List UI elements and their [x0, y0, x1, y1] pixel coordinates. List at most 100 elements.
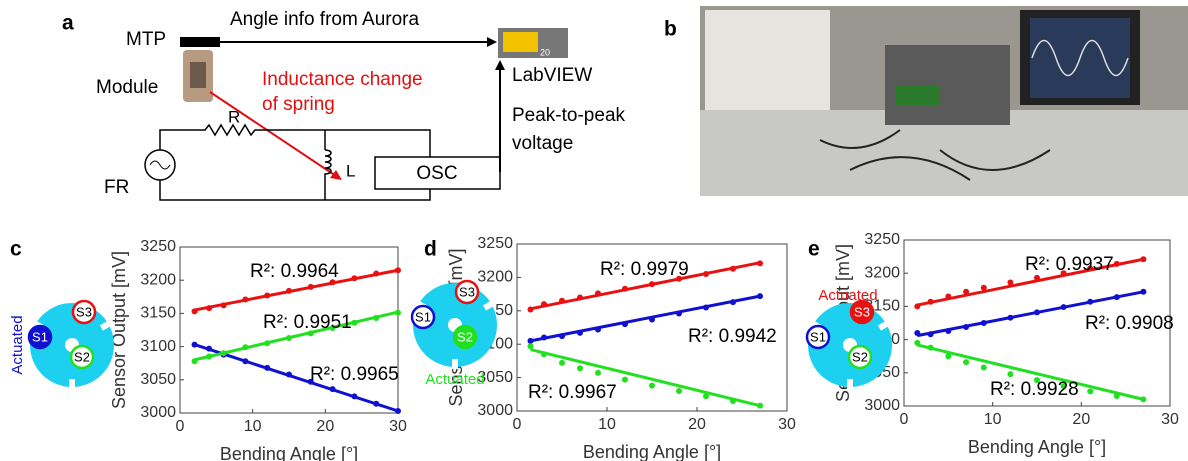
sensor: [71, 299, 97, 325]
sensor-label: S2: [457, 329, 473, 344]
plot-frame: [903, 239, 1171, 407]
sensor-label: S3: [854, 304, 870, 319]
sensor-notch: [99, 320, 112, 331]
waveform: [1031, 39, 1129, 77]
x-tick-label: 10: [598, 416, 616, 433]
x-tick-label: 0: [900, 411, 909, 428]
y-tick-label: 3000: [477, 402, 513, 419]
box: [705, 10, 830, 110]
sensor: [849, 299, 875, 325]
sensor-label: S1: [415, 309, 431, 324]
fit-line: [916, 343, 1144, 401]
y-tick-label: 3000: [864, 397, 900, 414]
inductor: [324, 149, 332, 180]
mtp-label: MTP: [126, 29, 166, 50]
x-tick-label: 20: [688, 416, 706, 433]
y-tick-label: 3250: [140, 238, 176, 255]
actuated-label: Actuated: [9, 315, 26, 374]
y-tick-label: 3200: [477, 269, 513, 286]
sensor-label: S2: [74, 349, 90, 364]
sensor-notch: [877, 320, 890, 331]
arrow: [209, 91, 337, 177]
panel-label: b: [664, 18, 677, 41]
y-tick-label: 3150: [140, 305, 176, 322]
sensor-label: S3: [76, 304, 92, 319]
sensor: [69, 344, 95, 370]
data-point: [527, 343, 534, 350]
r2-label: R²: 0.9908: [1085, 313, 1174, 334]
data-point: [1087, 388, 1094, 395]
plot-frame: [179, 246, 399, 414]
fit-line: [917, 290, 1144, 338]
panel-label: e: [808, 238, 820, 261]
r2-label: R²: 0.9928: [990, 379, 1079, 400]
sensor: [452, 324, 478, 350]
y-tick-label: 3200: [140, 271, 176, 288]
fit-line: [530, 261, 761, 311]
y-tick-label: 3100: [140, 338, 176, 355]
sensor-notch: [482, 300, 495, 311]
r2-label: R²: 0.9965: [310, 364, 399, 385]
sensor: [805, 324, 831, 350]
x-tick-label: 0: [513, 416, 522, 433]
angle-info: Angle info from Aurora: [230, 9, 419, 30]
data-point: [559, 359, 565, 366]
x-tick-label: 0: [176, 418, 185, 435]
peak-label: Peak-to-peak: [512, 105, 626, 126]
cables: [819, 129, 1051, 181]
fit-line: [917, 257, 1144, 307]
sensor-label: S1: [32, 329, 48, 344]
arrowhead: [330, 170, 342, 180]
x-axis-label: Bending Angle [°]: [220, 444, 358, 461]
data-point: [577, 365, 583, 372]
osc-label: OSC: [416, 163, 457, 184]
data-point: [1034, 377, 1040, 384]
fit-line: [530, 348, 761, 408]
sensor-label: S3: [459, 284, 475, 299]
data-point: [980, 364, 987, 371]
data-point: [963, 288, 970, 295]
source-label: FR: [104, 177, 129, 198]
x-tick-label: 30: [389, 418, 407, 435]
actuated-label: Actuated: [818, 287, 877, 304]
instrument: [895, 85, 940, 105]
labview-icon-text: 20: [540, 47, 550, 57]
data-point: [980, 284, 987, 291]
data-point: [1060, 383, 1067, 390]
sensor-notch: [69, 379, 75, 389]
peak-label: voltage: [512, 133, 573, 154]
annotation: Inductance change: [262, 69, 423, 90]
r2-label: R²: 0.9942: [688, 326, 777, 347]
r2-label: R²: 0.9967: [528, 382, 617, 403]
actuated-label: Actuated: [425, 371, 484, 388]
data-point: [649, 382, 655, 389]
x-tick-label: 20: [316, 418, 334, 435]
photo: [700, 6, 1188, 196]
r2-label: R²: 0.9964: [250, 261, 339, 282]
data-point: [1007, 371, 1014, 378]
r2-label: R²: 0.9937: [1025, 254, 1114, 275]
panel-label: c: [10, 238, 22, 261]
fit-line: [194, 310, 399, 362]
sensor: [454, 279, 480, 305]
data-point: [1007, 279, 1014, 286]
sensor-notch: [847, 379, 853, 389]
x-axis-label: Bending Angle [°]: [583, 442, 721, 461]
x-tick-label: 30: [778, 416, 796, 433]
panel-label: a: [62, 12, 74, 35]
sensor: [27, 324, 53, 350]
panel-label: d: [424, 238, 437, 261]
annotation: of spring: [262, 94, 335, 115]
y-tick-label: 3000: [140, 404, 176, 421]
y-tick-label: 3050: [477, 369, 513, 386]
sensor: [847, 344, 873, 370]
labview-label: LabVIEW: [512, 65, 592, 86]
fit-line: [530, 294, 761, 343]
source: [149, 160, 171, 170]
sensor: [410, 304, 436, 330]
osc-box: [374, 156, 501, 190]
x-tick-label: 10: [984, 411, 1002, 428]
y-axis-label: Sensor Output [mV]: [109, 251, 129, 409]
arrowhead: [495, 60, 505, 70]
